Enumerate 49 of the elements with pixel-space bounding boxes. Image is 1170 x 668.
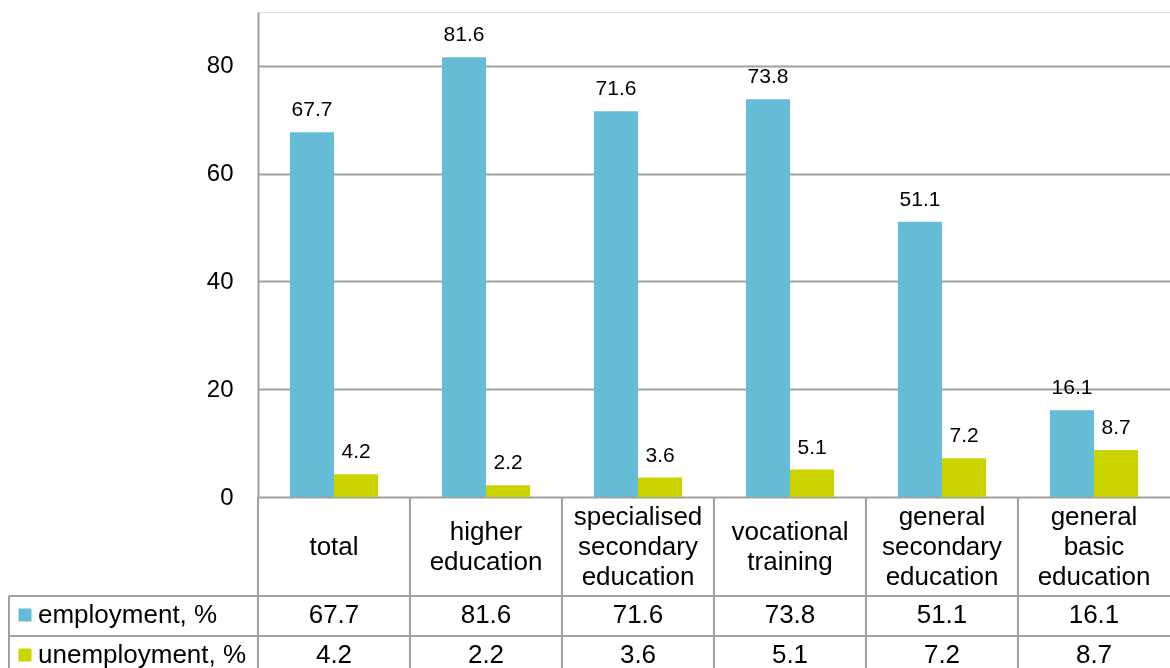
annotation: 7.2 [949,423,979,447]
data-label: 81.6 [460,599,512,629]
bar [1049,410,1094,497]
x-tick-label: higher education [429,515,543,576]
data-label: 51.1 [916,599,968,629]
y-tick-label: 0 [220,482,234,510]
x-tick-label: vocational training [731,515,849,576]
annotation: 8.7 [1101,415,1131,439]
y-tick-label: 60 [206,159,234,187]
annotation: 4.2 [341,439,371,463]
x-tick-label: general secondary education [882,500,1002,591]
y-tick-label: 80 [206,51,234,79]
x-tick-label: specialised secondary education [573,500,703,591]
annotation: 16.1 [1051,375,1093,399]
annotation: 81.6 [443,22,485,46]
data-label: 71.6 [612,599,664,629]
data-label: 3.6 [619,639,657,668]
data-label: 5.1 [771,639,809,668]
data-label: 2.2 [467,639,505,668]
x-tick-label: general basic education [1037,500,1151,591]
data-label: 67.7 [308,599,360,629]
bar [745,99,790,497]
data-label: 73.8 [764,599,816,629]
legend-label: unemployment, % [38,639,247,668]
bar [593,111,638,497]
data-label: 8.7 [1075,639,1113,668]
annotation: 3.6 [645,442,675,466]
bar [486,485,531,497]
bar [289,132,334,497]
data-label: 4.2 [315,639,353,668]
annotation: 51.1 [899,186,941,210]
bar [942,458,987,497]
bar [638,477,683,497]
y-tick-label: 40 [206,266,234,294]
legend-label: employment, % [38,599,218,629]
data-label: 7.2 [923,639,961,668]
bar [790,469,835,497]
annotation: 71.6 [595,76,637,100]
bar [1094,450,1139,497]
data-label: 16.1 [1068,599,1120,629]
y-tick-label: 20 [206,374,234,402]
annotation: 67.7 [291,97,333,121]
bar [441,57,486,497]
bar [897,221,942,497]
annotation: 73.8 [747,64,789,88]
annotation: 2.2 [493,450,523,474]
x-tick-label: total [309,530,359,561]
bar [334,474,379,497]
annotation: 5.1 [797,434,827,458]
